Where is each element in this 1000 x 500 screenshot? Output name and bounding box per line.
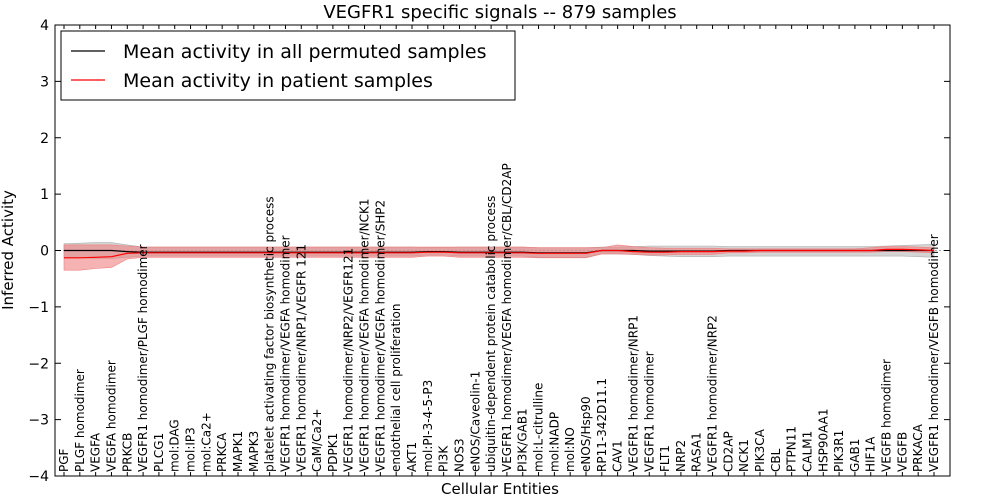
category-label: MAPK1 — [231, 431, 245, 472]
category-label: mol:PI-3-4-5-P3 — [421, 380, 435, 472]
category-label: endothelial cell proliferation — [389, 304, 403, 472]
category-label: HIF1A — [864, 436, 878, 472]
category-label: RP11-342D11.1 — [595, 378, 609, 472]
category-label: PLCG1 — [152, 433, 166, 472]
category-label: PRKCB — [120, 433, 134, 472]
y-tick-label: −1 — [28, 300, 49, 316]
category-label: VEGFR1 homodimer/VEGFA homodimer — [278, 235, 292, 472]
category-label: mol:L-citrulline — [532, 383, 546, 472]
x-axis-title: Cellular Entities — [441, 480, 559, 498]
chart-title: VEGFR1 specific signals -- 879 samples — [323, 2, 676, 23]
category-label: GAB1 — [848, 439, 862, 472]
y-tick-label: 4 — [40, 18, 49, 34]
category-label: VEGFA — [89, 432, 103, 472]
category-label: CD2AP — [721, 431, 735, 472]
category-label: VEGFB — [895, 432, 909, 472]
category-label: mol:NO — [563, 427, 577, 472]
category-label: PLGF homodimer — [73, 369, 87, 472]
y-tick-label: −2 — [28, 356, 49, 372]
y-tick-label: 0 — [40, 244, 49, 260]
category-label: eNOS/Hsp90 — [579, 396, 593, 472]
category-label: FLT1 — [658, 445, 672, 472]
legend-label-patient: Mean activity in patient samples — [123, 70, 433, 92]
category-label: PIK3R1 — [832, 430, 846, 472]
category-label: eNOS/Caveolin-1 — [468, 371, 482, 472]
y-tick-label: −4 — [28, 469, 49, 485]
category-label: PRKCA — [215, 432, 229, 472]
category-label: VEGFR1 homodimer/VEGFA homodimer/NCK1 — [358, 198, 372, 472]
category-label: MAPK3 — [247, 431, 261, 472]
category-label: PGF — [57, 448, 71, 472]
legend-box — [60, 30, 516, 101]
category-label: CaM/Ca2+ — [310, 408, 324, 472]
category-label: ubiquitin-dependent protein catabolic pr… — [484, 196, 498, 472]
category-label: PIK3CA — [753, 428, 767, 472]
y-tick-label: −3 — [28, 413, 49, 429]
y-axis-ticks: 4 3 2 1 0 −1 −2 −3 −4 — [28, 18, 950, 485]
category-label: NCK1 — [737, 439, 751, 472]
category-label: VEGFB homodimer — [880, 359, 894, 472]
category-label: PRKACA — [911, 423, 925, 472]
category-label: PTPN11 — [785, 426, 799, 472]
category-labels: PGF PLGF homodimer VEGFA VEGFA homodimer PRK… — [57, 163, 941, 472]
category-label: mol:Ca2+ — [199, 412, 213, 472]
category-label: VEGFR1 homodimer/VEGFA homodimer/CBL/CD2… — [500, 163, 514, 472]
y-tick-label: 2 — [40, 131, 49, 147]
x-axis-ticks — [63, 25, 935, 476]
category-label: VEGFR1 homodimer/NRP1 — [626, 315, 640, 472]
category-label: RASA1 — [690, 432, 704, 472]
series-lines — [64, 248, 935, 259]
patient-mean-line — [64, 248, 935, 259]
category-label: CBL — [769, 448, 783, 472]
category-label: VEGFR1 homodimer/VEGFB homodimer — [927, 234, 941, 472]
category-label: VEGFR1 homodimer/NRP2 — [706, 315, 720, 472]
category-label: PI3K — [437, 445, 451, 472]
category-label: NRP2 — [674, 440, 688, 472]
y-tick-label: 1 — [40, 187, 49, 203]
category-label: PI3K/GAB1 — [516, 408, 530, 472]
category-label: VEGFR1 homodimer/PLGF homodimer — [136, 244, 150, 472]
category-label: PDPK1 — [326, 433, 340, 472]
y-tick-label: 3 — [40, 74, 49, 90]
legend: Mean activity in all permuted samples Me… — [60, 30, 516, 101]
category-label: VEGFR1 homodimer — [642, 351, 656, 472]
category-label: mol:IP3 — [184, 427, 198, 472]
y-axis-title: Inferred Activity — [0, 190, 17, 310]
category-label: mol:NADP — [547, 412, 561, 472]
category-label: HSP90AA1 — [816, 408, 830, 472]
category-label: VEGFR1 homodimer/VEGFA homodimer/SHP2 — [373, 200, 387, 472]
category-label: mol:DAG — [168, 419, 182, 472]
category-label: VEGFR1 homodimer/NRP1/VEGFR 121 — [294, 244, 308, 472]
category-label: platelet activating factor biosynthetic … — [263, 196, 277, 472]
category-label: AKT1 — [405, 442, 419, 472]
category-label: NOS3 — [452, 438, 466, 472]
category-label: VEGFA homodimer — [104, 360, 118, 472]
category-label: VEGFR1 homodimer/NRP2/VEGFR121 — [342, 248, 356, 472]
category-label: CAV1 — [611, 440, 625, 472]
legend-label-permuted: Mean activity in all permuted samples — [123, 41, 486, 63]
category-label: CALM1 — [800, 431, 814, 472]
